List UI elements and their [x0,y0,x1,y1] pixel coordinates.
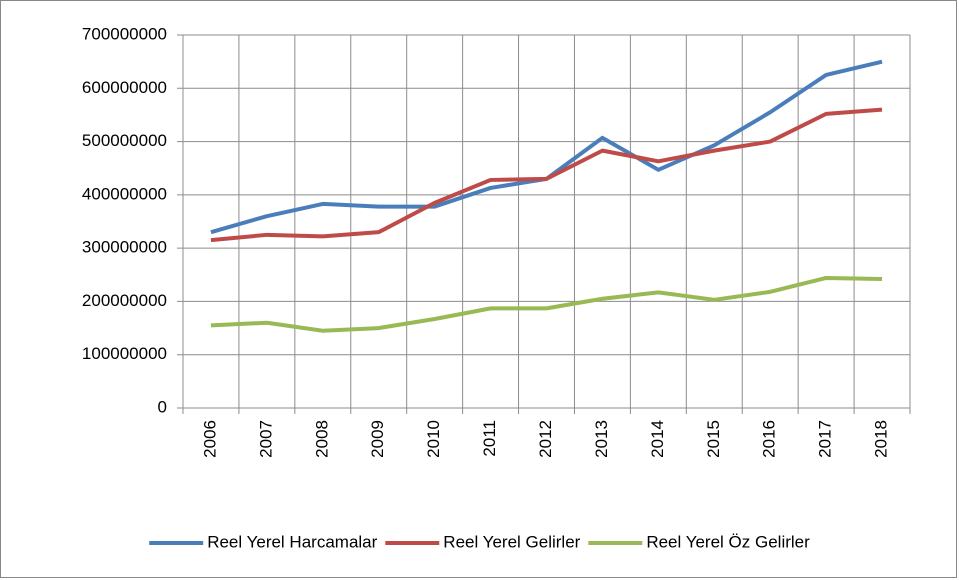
y-tick-label: 600000000 [82,78,167,97]
y-tick-label: 300000000 [82,238,167,257]
y-tick-label: 0 [158,397,167,416]
x-tick-label: 2006 [200,420,219,458]
series-line [210,275,883,333]
x-tick-label: 2015 [704,420,723,458]
legend-label: Reel Yerel Harcamalar [207,532,377,551]
legend-label: Reel Yerel Gelirler [443,532,580,551]
y-tick-label: 200000000 [82,291,167,310]
x-tick-label: 2008 [312,420,331,458]
series-line [210,107,883,243]
x-tick-label: 2007 [256,420,275,458]
y-tick-label: 500000000 [82,131,167,150]
x-tick-label: 2014 [648,420,667,458]
legend-label: Reel Yerel Öz Gelirler [646,532,810,551]
x-tick-label: 2013 [592,420,611,458]
x-tick-label: 2016 [760,420,779,458]
y-tick-label: 400000000 [82,184,167,203]
y-tick-label: 100000000 [82,344,167,363]
x-tick-label: 2017 [816,420,835,458]
x-tick-label: 2012 [536,420,555,458]
x-tick-label: 2011 [480,420,499,457]
y-tick-label: 700000000 [82,24,167,43]
x-tick-label: 2009 [368,420,387,458]
x-tick-label: 2018 [872,420,891,458]
x-tick-label: 2010 [424,420,443,458]
